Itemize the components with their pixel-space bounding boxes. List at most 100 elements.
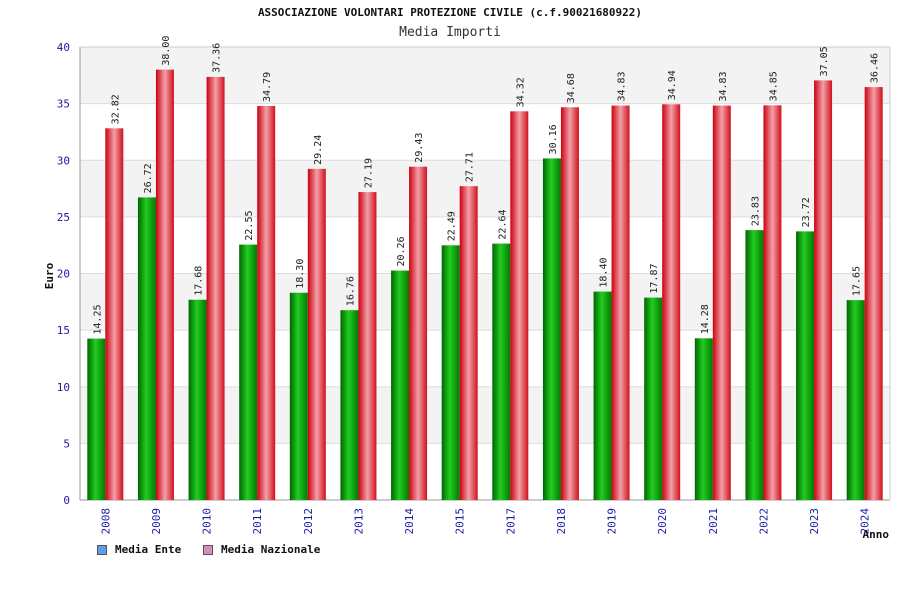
legend-item-ente: Media Ente (97, 543, 181, 556)
data-label-media-nazionale: 37.05 (819, 46, 830, 76)
data-label-media-ente: 17.68 (194, 266, 205, 296)
legend-item-nazionale: Media Nazionale (203, 543, 320, 556)
data-label-media-nazionale: 27.71 (465, 152, 476, 182)
legend-swatch-ente (97, 544, 107, 555)
data-label-media-ente: 16.76 (345, 276, 356, 306)
bar-media-nazionale (814, 80, 833, 500)
data-label-media-ente: 14.28 (700, 304, 711, 334)
data-label-media-ente: 23.83 (750, 196, 761, 226)
y-tick-label: 15 (57, 324, 70, 337)
x-tick-label: 2008 (99, 508, 112, 535)
bar-media-ente (593, 291, 612, 500)
bar-media-nazionale (358, 192, 377, 501)
bar-media-ente (796, 231, 815, 500)
bar-media-nazionale (459, 186, 478, 500)
bar-media-ente (137, 197, 156, 500)
bar-media-nazionale (712, 105, 731, 501)
bar-media-ente (492, 243, 511, 501)
x-tick-label: 2009 (150, 508, 163, 535)
bar-media-nazionale (763, 105, 782, 500)
bar-media-ente (289, 292, 308, 500)
data-label-media-ente: 22.64 (497, 209, 508, 239)
bar-media-ente (239, 244, 258, 500)
legend-label-nazionale: Media Nazionale (221, 543, 321, 556)
y-tick-label: 0 (63, 494, 70, 507)
data-label-media-ente: 20.26 (396, 236, 407, 266)
data-label-media-nazionale: 32.82 (110, 94, 121, 124)
y-tick-label: 5 (63, 437, 70, 450)
data-label-media-ente: 17.87 (649, 264, 660, 294)
bar-media-ente (87, 338, 106, 500)
y-tick-label: 40 (57, 41, 70, 54)
bar-media-nazionale (257, 106, 276, 501)
x-tick-label: 2013 (352, 508, 365, 535)
x-tick-label: 2019 (606, 508, 619, 535)
bar-media-ente (644, 297, 663, 500)
x-tick-label: 2014 (403, 508, 416, 535)
y-tick-label: 20 (57, 268, 70, 281)
data-label-media-ente: 26.72 (143, 163, 154, 193)
bars (87, 69, 883, 501)
chart-subtitle: Media Importi (399, 25, 501, 40)
data-label-media-nazionale: 34.68 (566, 73, 577, 103)
data-label-media-ente: 18.30 (295, 259, 306, 289)
y-tick-label: 35 (57, 98, 70, 111)
y-tick-label: 25 (57, 211, 70, 224)
bar-media-ente (694, 338, 713, 500)
y-tick-label: 10 (57, 381, 70, 394)
bar-media-nazionale (510, 111, 529, 501)
bar-media-nazionale (611, 105, 630, 501)
x-tick-label: 2015 (454, 508, 467, 535)
data-label-media-nazionale: 34.85 (768, 71, 779, 101)
data-label-media-nazionale: 29.43 (414, 133, 425, 163)
x-tick-label: 2010 (201, 508, 214, 535)
x-tick-label: 2020 (656, 508, 669, 535)
x-tick-label: 2012 (302, 508, 315, 535)
data-label-media-ente: 23.72 (801, 197, 812, 227)
x-tick-label: 2022 (757, 508, 770, 535)
data-label-media-nazionale: 29.24 (313, 135, 324, 165)
bar-media-nazionale (662, 104, 681, 500)
bar-media-nazionale (206, 76, 225, 500)
data-label-media-nazionale: 37.36 (212, 43, 223, 73)
data-label-media-nazionale: 34.83 (617, 71, 628, 101)
bar-media-ente (542, 158, 561, 501)
bar-media-ente (391, 270, 410, 500)
bar-media-nazionale (560, 107, 579, 501)
bar-media-nazionale (155, 69, 174, 501)
data-label-media-ente: 18.40 (599, 258, 610, 288)
bar-media-nazionale (864, 87, 883, 500)
bar-media-ente (188, 299, 207, 500)
legend-label-ente: Media Ente (115, 543, 182, 556)
x-axis-label: Anno (863, 528, 890, 541)
x-tick-label: 2021 (707, 508, 720, 535)
x-tick-label: 2023 (808, 508, 821, 535)
bar-media-nazionale (409, 166, 428, 500)
data-label-media-ente: 30.16 (548, 124, 559, 154)
chart-title: ASSOCIAZIONE VOLONTARI PROTEZIONE CIVILE… (257, 6, 643, 19)
data-label-media-nazionale: 34.94 (667, 70, 678, 100)
x-tick-label: 2024 (859, 508, 872, 535)
data-label-media-ente: 14.25 (92, 305, 103, 335)
bar-media-ente (745, 230, 764, 500)
x-tick-label: 2018 (555, 508, 568, 535)
bar-media-ente (441, 245, 460, 500)
data-labels: 14.25 32.82 26.72 38.00 17.68 37.36 22.55 34.79… (92, 36, 880, 335)
data-label-media-nazionale: 34.32 (515, 77, 526, 107)
data-label-media-nazionale: 38.00 (161, 36, 172, 66)
legend-swatch-nazionale (203, 544, 213, 555)
x-tick-label: 2017 (504, 508, 517, 535)
data-label-media-ente: 22.55 (244, 211, 255, 241)
data-label-media-nazionale: 27.19 (363, 158, 374, 188)
data-label-media-nazionale: 36.46 (870, 53, 881, 83)
tick-labels: 0 5 10 15 20 25 30 35 40 2008 2009 2010 2011 2012 2013… (57, 41, 872, 535)
data-label-media-nazionale: 34.79 (262, 72, 273, 102)
data-label-media-ente: 22.49 (447, 211, 458, 241)
bar-media-ente (846, 300, 865, 500)
bar-media-nazionale (307, 168, 326, 500)
bar-media-nazionale (105, 128, 124, 500)
data-label-media-nazionale: 34.83 (718, 71, 729, 101)
data-label-media-ente: 17.65 (852, 266, 863, 296)
y-tick-label: 30 (57, 154, 70, 167)
